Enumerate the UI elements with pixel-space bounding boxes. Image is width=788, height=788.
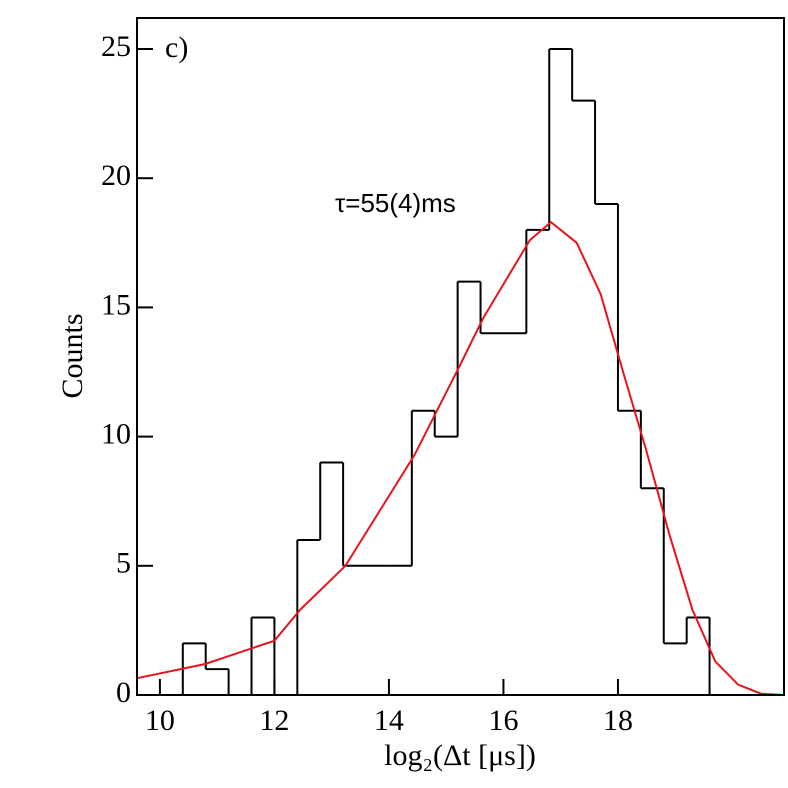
y-tick-label: 5 (116, 547, 131, 580)
x-tick-label: 18 (603, 704, 633, 737)
x-tick-label: 14 (374, 704, 404, 737)
x-tick-label: 16 (488, 704, 518, 737)
y-tick-label: 25 (101, 30, 131, 63)
x-tick-label: 12 (259, 704, 289, 737)
x-axis-label: log₂(Δt [μs]) (384, 739, 536, 772)
y-tick-label: 0 (116, 676, 131, 709)
plot-frame (136, 17, 785, 696)
y-axis-label: Counts (56, 313, 89, 398)
y-tick-label: 20 (101, 159, 131, 192)
fit-curve (136, 220, 785, 696)
panel-label: c) (165, 31, 188, 64)
x-tick-label: 10 (145, 704, 175, 737)
fit-annotation: τ=55(4)ms (335, 188, 456, 218)
y-tick-label: 15 (101, 288, 131, 321)
y-tick-label: 10 (101, 417, 131, 450)
